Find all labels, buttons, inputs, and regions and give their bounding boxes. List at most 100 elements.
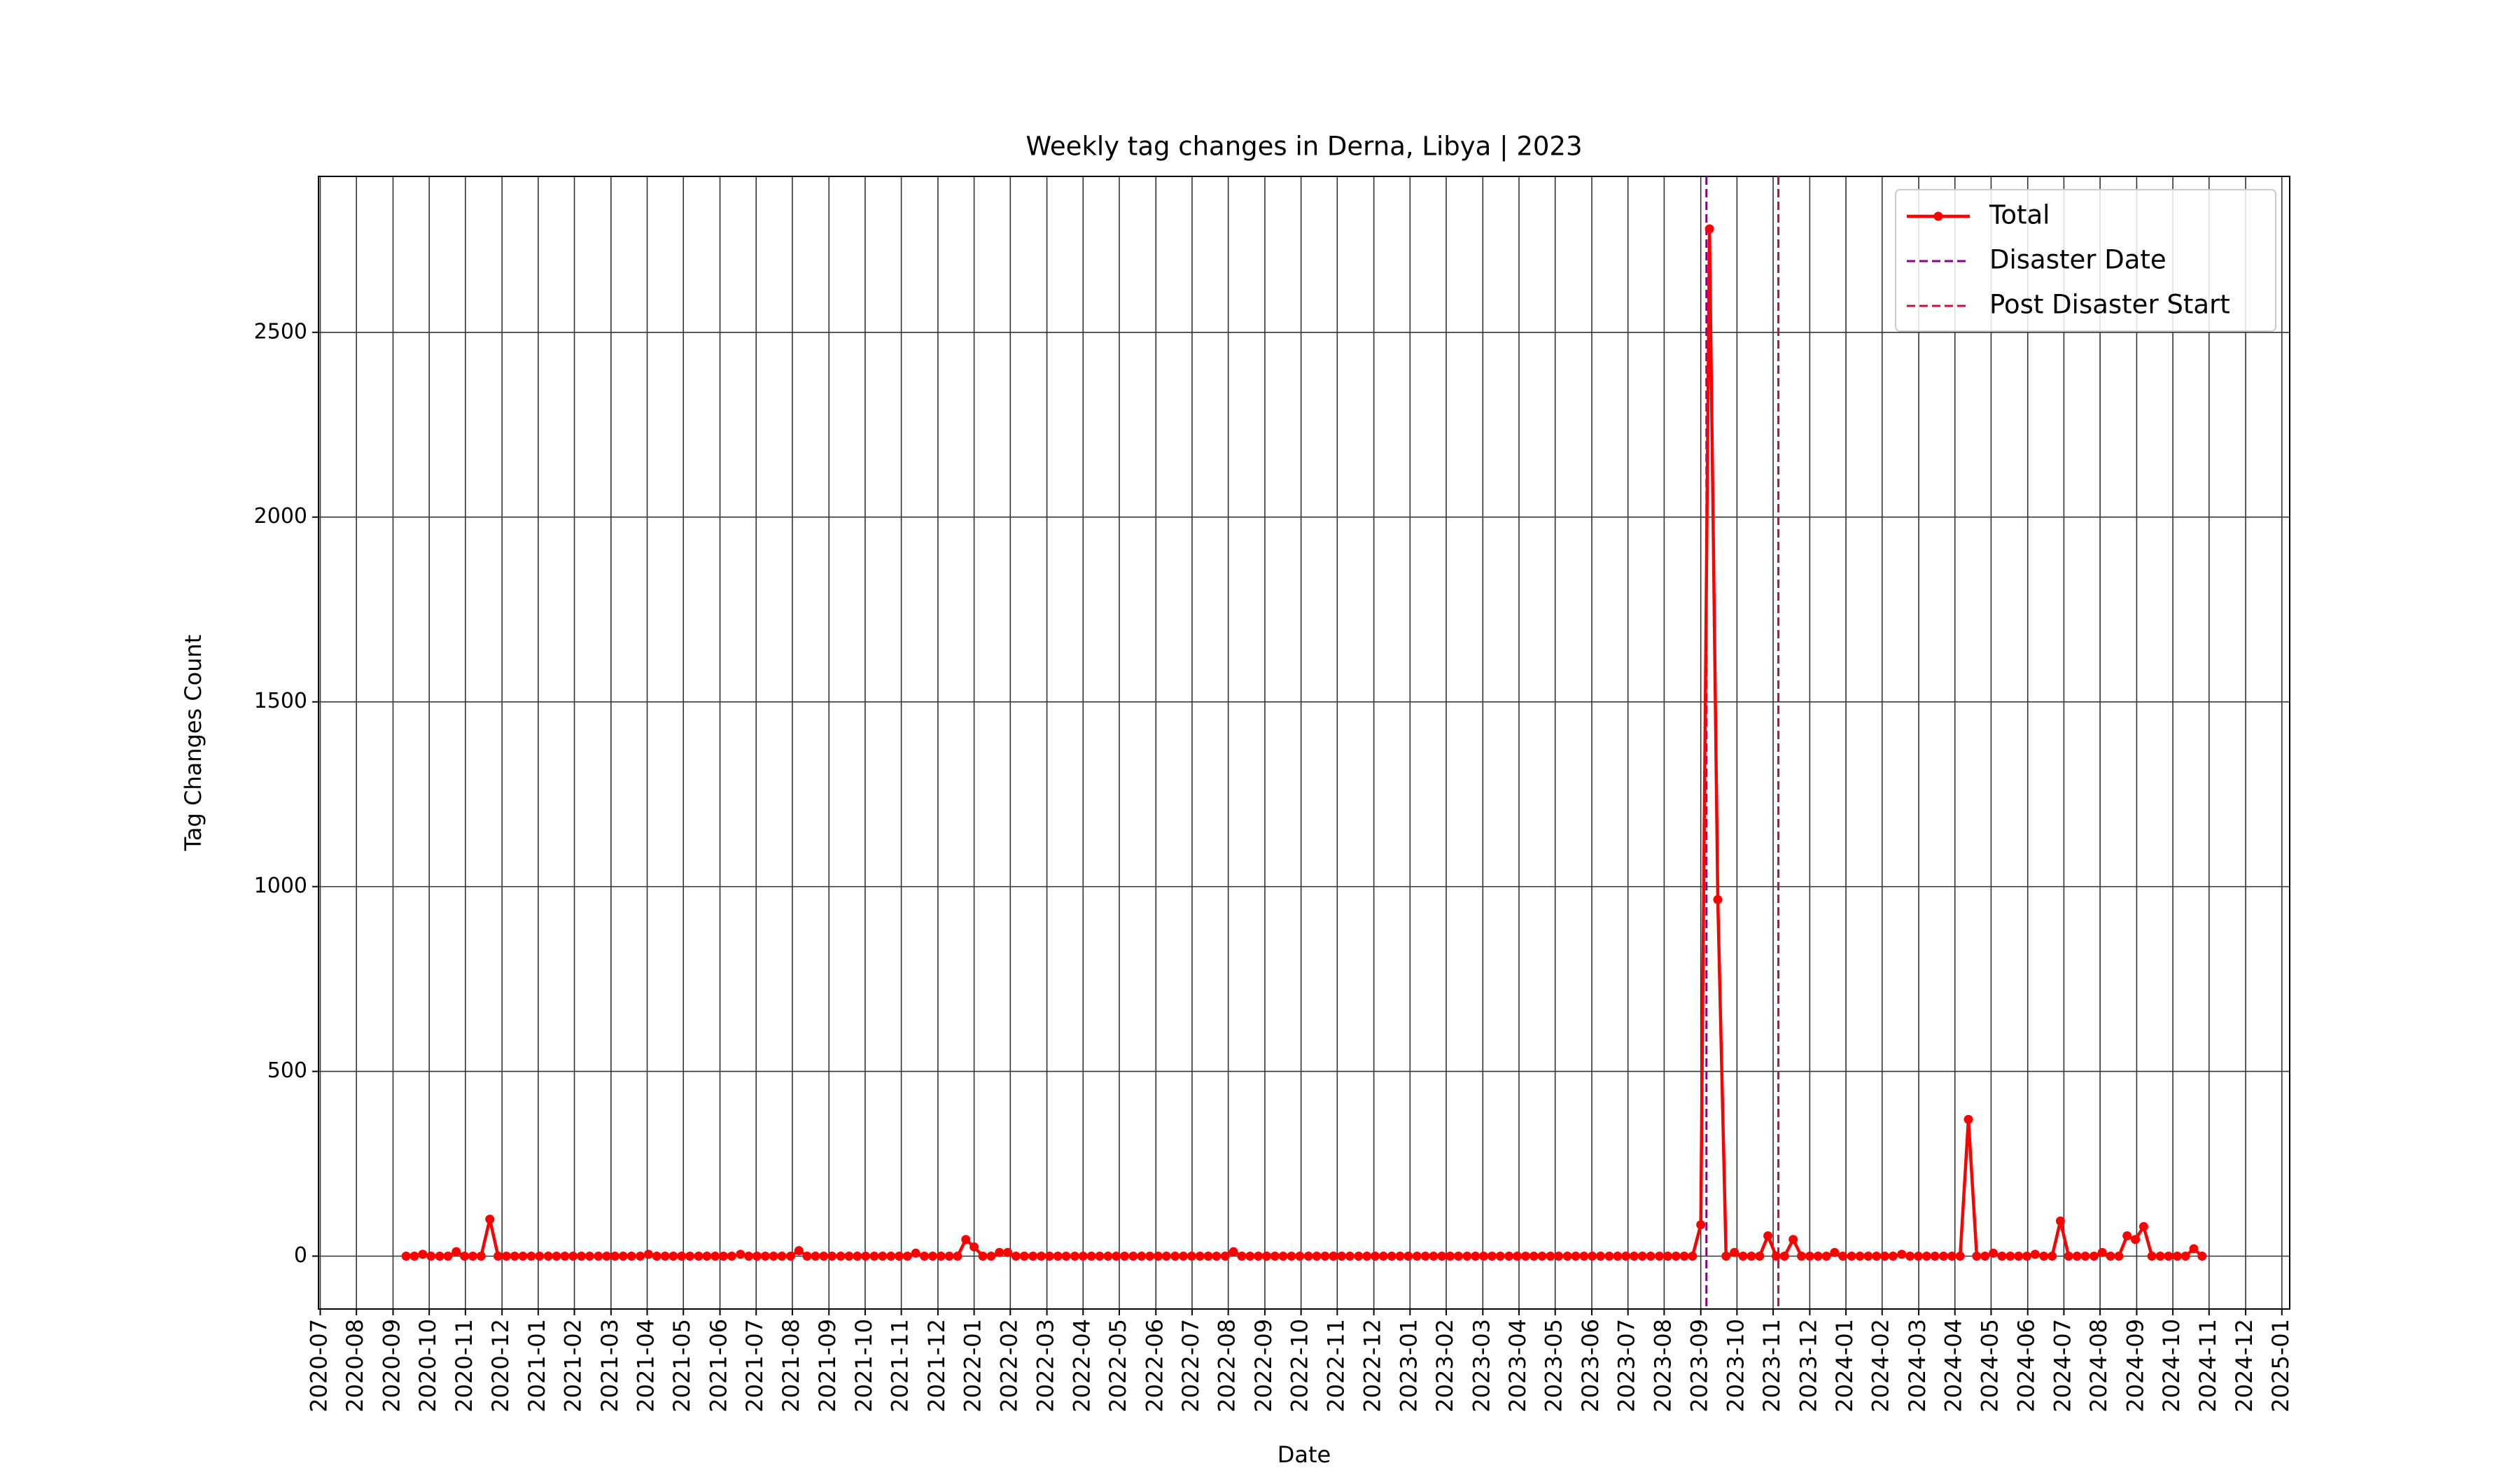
data-point [1453, 1252, 1463, 1261]
data-point [2189, 1244, 2199, 1254]
data-point [660, 1252, 670, 1261]
x-tick-label: 2021-06 [706, 1319, 732, 1413]
data-point [1655, 1252, 1665, 1261]
data-point [1044, 1252, 1054, 1261]
data-point [1303, 1252, 1313, 1261]
data-point [911, 1248, 920, 1258]
plot-frame [318, 176, 2290, 1310]
data-point [1019, 1252, 1029, 1261]
data-point [1354, 1252, 1364, 1261]
data-point [2122, 1231, 2132, 1240]
x-tick-label: 2020-10 [414, 1319, 441, 1413]
data-point [719, 1252, 729, 1261]
data-point [1872, 1252, 1882, 1261]
data-point [1805, 1252, 1814, 1261]
data-point [1613, 1252, 1623, 1261]
data-point [652, 1252, 662, 1261]
data-point [1495, 1252, 1505, 1261]
data-point [1997, 1252, 2007, 1261]
x-tick-label: 2023-08 [1649, 1319, 1676, 1413]
data-point [1078, 1252, 1088, 1261]
data-point [1053, 1252, 1063, 1261]
data-point [1921, 1252, 1931, 1261]
data-point [1036, 1252, 1046, 1261]
data-point [1830, 1247, 1840, 1257]
data-point [1696, 1220, 1706, 1230]
data-point [1821, 1252, 1831, 1261]
data-point [1704, 224, 1714, 234]
data-point [1170, 1252, 1180, 1261]
x-tick-label: 2024-03 [1904, 1319, 1931, 1413]
data-point [643, 1250, 653, 1259]
data-point [1738, 1252, 1748, 1261]
data-point [785, 1252, 795, 1261]
data-point [401, 1252, 411, 1261]
data-point [1203, 1252, 1213, 1261]
data-point [626, 1252, 636, 1261]
x-tick-label: 2022-09 [1250, 1319, 1277, 1413]
data-point [836, 1252, 846, 1261]
data-point [1479, 1252, 1489, 1261]
data-point [468, 1252, 477, 1261]
x-tick-label: 2022-03 [1032, 1319, 1059, 1413]
data-point [1730, 1247, 1740, 1257]
data-point [1095, 1252, 1105, 1261]
data-point [827, 1252, 837, 1261]
data-point [685, 1252, 695, 1261]
data-point [744, 1252, 754, 1261]
data-point [1061, 1252, 1071, 1261]
data-point [560, 1252, 570, 1261]
data-point [2106, 1252, 2115, 1261]
x-tick-label: 2021-08 [778, 1319, 804, 1413]
x-tick-label: 2023-03 [1468, 1319, 1494, 1413]
data-point [610, 1252, 620, 1261]
data-point [1003, 1247, 1013, 1257]
data-point [460, 1252, 470, 1261]
x-tick-label: 2024-08 [2085, 1319, 2112, 1413]
data-point [1947, 1252, 1956, 1261]
data-point [668, 1252, 678, 1261]
x-tick-label: 2024-09 [2122, 1319, 2148, 1413]
data-point [969, 1242, 979, 1252]
x-tick-label: 2021-09 [814, 1319, 841, 1413]
x-tick-label: 2020-12 [487, 1319, 514, 1413]
data-point [2138, 1222, 2148, 1231]
data-point [1153, 1252, 1163, 1261]
data-point [1621, 1252, 1631, 1261]
data-point [602, 1252, 612, 1261]
data-point [961, 1235, 971, 1245]
data-point [1847, 1252, 1856, 1261]
data-point [1446, 1252, 1455, 1261]
data-point [1212, 1252, 1222, 1261]
data-point [584, 1252, 594, 1261]
data-point [618, 1252, 628, 1261]
data-point [1520, 1252, 1530, 1261]
x-tick-label: 2022-02 [995, 1319, 1022, 1413]
data-point [920, 1252, 930, 1261]
data-point [752, 1252, 762, 1261]
data-point [426, 1252, 436, 1261]
data-point [1420, 1252, 1430, 1261]
x-tick-label: 2022-06 [1141, 1319, 1168, 1413]
legend-label: Post Disaster Start [1989, 290, 2230, 320]
x-tick-label: 2022-08 [1214, 1319, 1240, 1413]
data-point [1086, 1252, 1096, 1261]
data-point [853, 1252, 862, 1261]
data-point [1679, 1252, 1689, 1261]
data-point [878, 1252, 888, 1261]
data-point [1345, 1252, 1354, 1261]
x-tick-label: 2020-07 [305, 1319, 332, 1413]
data-point [844, 1252, 854, 1261]
data-point [1471, 1252, 1480, 1261]
x-tick-label: 2024-04 [1940, 1319, 1967, 1413]
data-point [1487, 1252, 1497, 1261]
data-point [1813, 1252, 1823, 1261]
data-point [727, 1252, 736, 1261]
data-point [1980, 1252, 1990, 1261]
data-point [1879, 1252, 1889, 1261]
data-point [2147, 1252, 2157, 1261]
x-tick-label: 2024-05 [1976, 1319, 2003, 1413]
data-point [1537, 1252, 1547, 1261]
data-point [869, 1252, 879, 1261]
